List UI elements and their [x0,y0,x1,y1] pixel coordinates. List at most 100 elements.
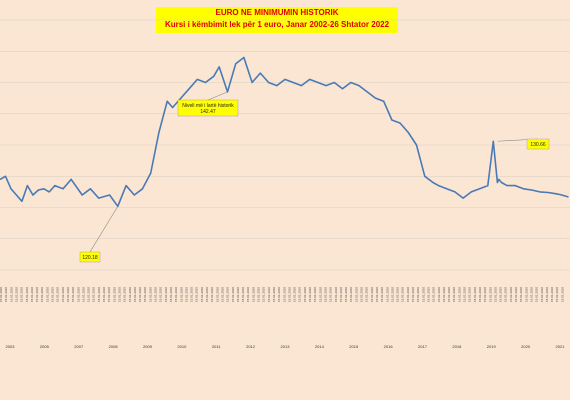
data-point [62,188,64,190]
high-annotation-text: Niveli më i lartë historik [182,103,234,109]
x-tick-label: 15.01.2010 [406,287,410,302]
data-point [26,185,29,187]
data-point [98,197,100,199]
x-tick-label: 15.01.2010 [514,287,518,302]
year-label: 2003 [6,344,16,349]
year-label: 2005 [40,344,50,349]
x-tick-label: 15.01.2010 [251,287,255,302]
x-tick-label: 15.01.2010 [334,287,338,302]
chart-title: EURO NE MINIMUMIN HISTORIK [215,8,339,17]
year-label: 2008 [109,344,119,349]
spike-annotation-box [526,138,550,150]
x-tick-label: 15.01.2010 [272,287,276,302]
x-tick-label: 15.01.2010 [262,287,266,302]
data-point [259,72,261,74]
x-tick-label: 15.01.2010 [81,287,85,302]
data-point [133,194,135,196]
x-tick-label: 15.01.2010 [97,287,101,302]
data-point [391,119,393,121]
data-point [487,185,489,187]
data-point [407,131,409,134]
year-label: 2019 [487,344,497,349]
x-tick-label: 15.01.2010 [164,287,168,302]
year-label: 2012 [246,344,256,349]
x-tick-label: 15.01.2010 [457,287,461,302]
x-tick-label: 15.01.2010 [463,287,467,302]
year-label: 2014 [315,344,325,349]
x-tick-label: 15.01.2010 [76,287,80,302]
x-tick-label: 15.01.2010 [360,287,364,302]
x-tick-label: 15.01.2010 [416,287,420,302]
x-tick-label: 15.01.2010 [298,287,302,302]
data-point [32,194,34,196]
data-point [54,185,56,187]
x-tick-label: 15.01.2010 [56,287,60,302]
x-tick-label: 15.01.2010 [20,287,24,302]
data-point [437,185,440,187]
x-tick-label: 15.01.2010 [45,287,49,302]
x-tick-label: 15.01.2010 [555,287,559,302]
year-label: 2021 [556,344,566,349]
x-tick-label: 15.01.2010 [257,287,261,302]
data-point [325,85,327,87]
year-label: 2015 [349,344,359,349]
data-point [218,66,220,68]
x-tick-label: 15.01.2010 [313,287,317,302]
data-point [424,175,426,177]
data-point [180,97,182,99]
data-point [243,56,245,59]
x-tick-label: 15.01.2010 [540,287,544,302]
x-tick-label: 15.01.2010 [560,287,564,302]
data-point [333,81,335,84]
data-point [446,188,448,190]
data-point [48,191,50,193]
x-tick-label: 15.01.2010 [133,287,137,302]
year-label: 2020 [521,344,531,349]
data-point [514,185,516,187]
x-tick-label: 15.01.2010 [148,287,152,302]
x-tick-label: 15.01.2010 [365,287,369,302]
data-point [300,85,303,87]
x-tick-label: 15.01.2010 [483,287,487,302]
data-point [284,78,286,80]
year-label: 2018 [452,344,462,349]
data-point [317,81,319,84]
data-point [478,188,481,190]
low-annotation-box [79,251,101,263]
x-tick-label: 15.01.2010 [308,287,312,302]
x-tick-label: 15.01.2010 [0,287,3,302]
x-tick-label: 15.01.2010 [452,287,456,302]
x-tick-label: 15.01.2010 [92,287,96,302]
x-tick-label: 15.01.2010 [61,287,65,302]
x-tick-label: 15.01.2010 [524,287,528,302]
data-point [188,88,190,90]
x-tick-label: 15.01.2010 [231,287,235,302]
x-tick-label: 15.01.2010 [323,287,327,302]
data-point [213,75,215,77]
data-point [350,81,352,84]
x-tick-label: 15.01.2010 [205,287,209,302]
data-point [4,175,7,177]
data-point [276,85,278,87]
data-point [555,193,557,195]
data-point [172,106,174,109]
spike-annotation-text: 130.66 [530,142,546,148]
x-tick-label: 15.01.2010 [35,287,39,302]
x-tick-label: 15.01.2010 [195,287,199,302]
data-point [567,196,569,198]
x-tick-label: 15.01.2010 [246,287,250,302]
x-tick-label: 15.01.2010 [349,287,353,302]
data-point [496,181,498,184]
chart-subtitle: Kursi i këmbimit lek për 1 euro, Janar 2… [164,20,390,29]
x-tick-label: 15.01.2010 [529,287,533,302]
x-tick-label: 15.01.2010 [169,287,173,302]
data-point [37,189,39,191]
data-point [125,185,127,187]
x-tick-label: 15.01.2010 [282,287,286,302]
x-tick-label: 15.01.2010 [102,287,106,302]
x-tick-label: 15.01.2010 [143,287,147,302]
x-tick-label: 15.01.2010 [123,287,127,302]
x-tick-label: 15.01.2010 [509,287,513,302]
x-tick-label: 15.01.2010 [535,287,539,302]
x-tick-label: 15.01.2010 [488,287,492,302]
